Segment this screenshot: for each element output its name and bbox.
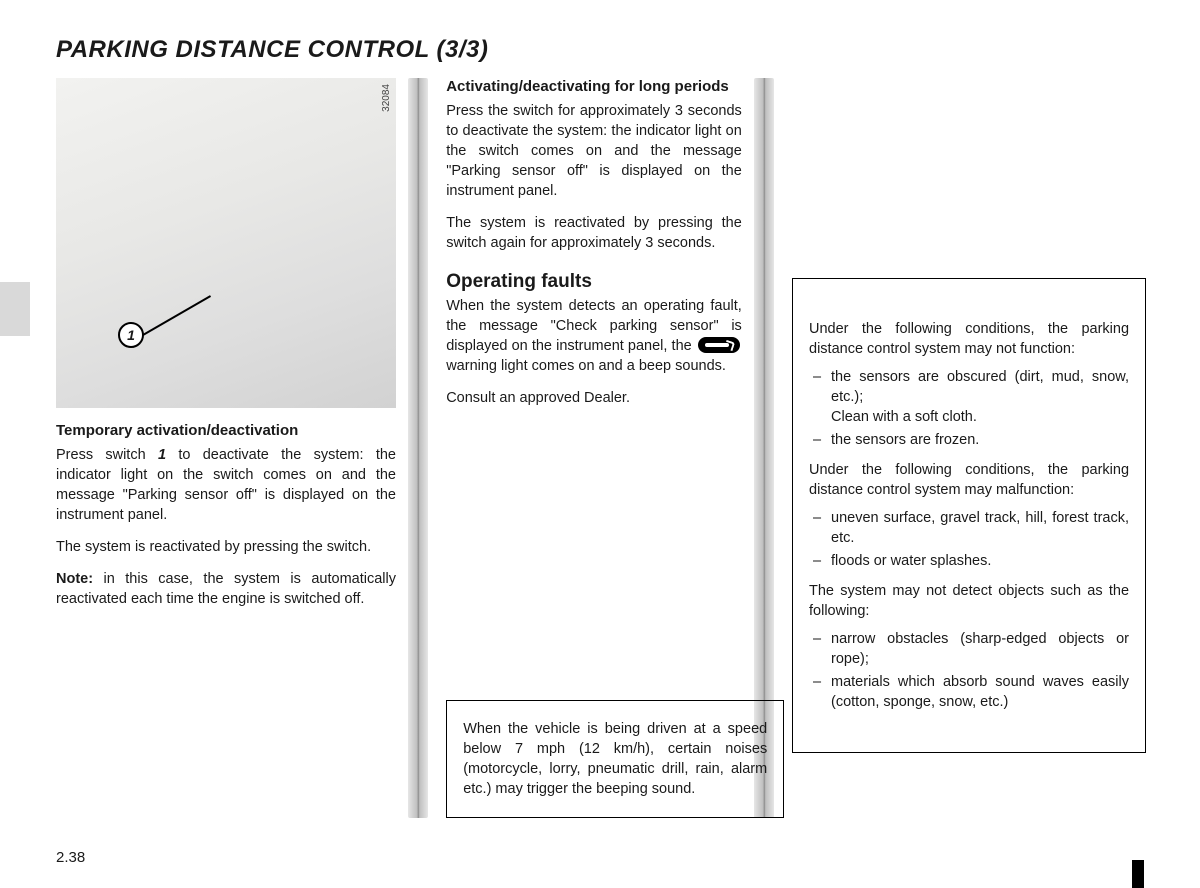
mid-note-text: When the vehicle is being driven at a sp… [463, 721, 767, 797]
left-p1-a: Press switch [56, 447, 158, 463]
mid-p4: Consult an approved Dealer. [446, 388, 742, 408]
callout: 1 [118, 322, 221, 348]
callout-line [143, 295, 212, 336]
column-middle: Activating/deactivating for long periods… [428, 78, 754, 818]
right-list1-a-sub: Clean with a soft cloth. [831, 407, 1129, 427]
right-list3: narrow obstacles (sharp-edged objects or… [809, 629, 1129, 712]
content-columns: 32084 1 Temporary activation/deactivatio… [56, 78, 1144, 818]
mid-p3: When the system detects an operating fau… [446, 296, 742, 376]
list-item: the sensors are obscured (dirt, mud, sno… [809, 367, 1129, 427]
mid-h2: Operating faults [446, 271, 742, 293]
right-intro2: Under the following conditions, the park… [809, 460, 1129, 500]
mid-wrap: Activating/deactivating for long periods… [446, 78, 742, 818]
right-intro1: Under the following conditions, the park… [809, 319, 1129, 359]
list-item: floods or water splashes. [809, 551, 1129, 571]
left-p3: Note: in this case, the system is automa… [56, 569, 396, 609]
mid-p1: Press the switch for approximately 3 sec… [446, 101, 742, 201]
wrench-icon [698, 337, 740, 353]
list-item: the sensors are frozen. [809, 430, 1129, 450]
left-subhead: Temporary activation/deactivation [56, 422, 396, 439]
side-tab [0, 282, 30, 336]
dashboard-photo: 32084 1 [56, 78, 396, 408]
column-right: Under the following conditions, the park… [774, 78, 1144, 818]
mid-note-box: When the vehicle is being driven at a sp… [446, 700, 784, 818]
column-left: 32084 1 Temporary activation/deactivatio… [56, 78, 408, 818]
right-list1: the sensors are obscured (dirt, mud, sno… [809, 367, 1129, 450]
page-number: 2.38 [56, 849, 85, 866]
mid-subhead1: Activating/deactivating for long periods [446, 78, 742, 95]
list-item: materials which absorb sound waves easil… [809, 672, 1129, 712]
right-info-box: Under the following conditions, the park… [792, 278, 1146, 753]
right-list2: uneven surface, gravel track, hill, fore… [809, 508, 1129, 571]
mid-p3-b: warning light comes on and a beep sounds… [446, 358, 726, 374]
right-list1-a: the sensors are obscured (dirt, mud, sno… [831, 369, 1129, 405]
list-item: uneven surface, gravel track, hill, fore… [809, 508, 1129, 548]
callout-number: 1 [118, 322, 144, 348]
left-p1-num: 1 [158, 447, 166, 463]
list-item: narrow obstacles (sharp-edged objects or… [809, 629, 1129, 669]
page-title: PARKING DISTANCE CONTROL (3/3) [56, 36, 1144, 64]
left-p2: The system is reactivated by pressing th… [56, 537, 396, 557]
column-separator-1 [408, 78, 428, 818]
left-p3-text: in this case, the system is automaticall… [56, 571, 396, 607]
left-p3-label: Note: [56, 571, 93, 587]
manual-page: PARKING DISTANCE CONTROL (3/3) 32084 1 T… [0, 0, 1200, 888]
left-p1: Press switch 1 to deactivate the system:… [56, 445, 396, 525]
title-part: (3/3) [437, 36, 489, 63]
right-intro3: The system may not detect objects such a… [809, 581, 1129, 621]
mid-p2: The system is reactivated by pressing th… [446, 213, 742, 253]
corner-mark [1132, 860, 1144, 888]
photo-ref: 32084 [381, 84, 392, 112]
title-main: PARKING DISTANCE CONTROL [56, 36, 429, 63]
